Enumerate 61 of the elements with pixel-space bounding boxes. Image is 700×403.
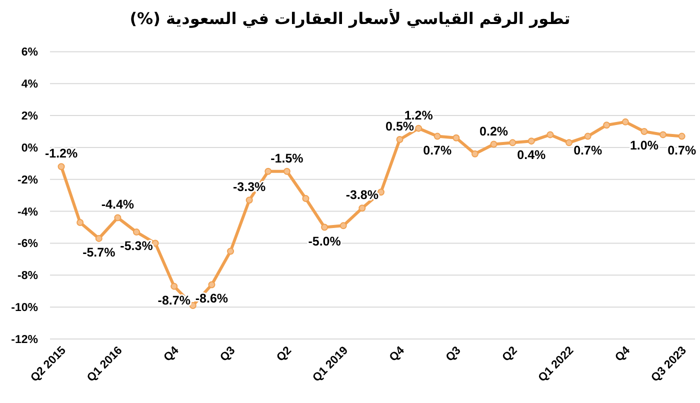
point — [678, 132, 686, 140]
point — [133, 228, 140, 236]
point — [396, 136, 404, 143]
data-label: 0.4% — [517, 148, 546, 162]
data-label: 0.2% — [480, 124, 508, 138]
data-label: 0.7% — [668, 143, 696, 158]
y-tick-label: -4% — [18, 206, 38, 218]
chart-title: تطور الرقم القياسي لأسعار العقارات في السعودية (%) — [130, 8, 570, 28]
point — [546, 131, 554, 138]
point — [622, 118, 629, 126]
data-label: 1.0% — [630, 138, 658, 153]
data-label: -5.3% — [120, 239, 153, 254]
x-tick-label: Q2 — [274, 344, 294, 364]
point — [415, 124, 422, 132]
data-label: -1.2% — [44, 146, 78, 161]
x-tick-label: Q4 — [613, 344, 633, 364]
point — [170, 282, 178, 290]
point — [640, 128, 648, 136]
point — [603, 122, 610, 129]
point — [660, 131, 667, 138]
point — [264, 168, 272, 175]
y-tick-label: 6% — [21, 46, 38, 59]
x-tick-label: Q3 — [444, 344, 464, 364]
point — [566, 139, 573, 146]
point — [528, 138, 535, 145]
point — [208, 281, 216, 288]
point — [246, 196, 253, 204]
x-tick-label: Q3 — [218, 344, 238, 364]
y-tick-label: 4% — [21, 78, 38, 91]
point — [76, 218, 84, 226]
y-tick-label: 2% — [21, 110, 38, 123]
point — [358, 204, 366, 212]
point — [283, 168, 290, 175]
data-label: -4.4% — [101, 198, 134, 212]
x-tick-label: Q2 — [500, 344, 520, 364]
y-tick-label: -8% — [18, 270, 38, 282]
x-tick-label: Q4 — [388, 344, 408, 364]
data-label: -5.7% — [82, 245, 116, 260]
point — [58, 163, 65, 170]
x-tick-label: Q4 — [162, 344, 182, 364]
y-tick-label: -2% — [18, 174, 38, 186]
point — [114, 214, 122, 222]
point — [321, 224, 328, 231]
y-tick-label: -6% — [18, 238, 38, 250]
point — [490, 140, 498, 148]
data-label: -1.5% — [270, 151, 304, 166]
data-label: 0.7% — [574, 143, 602, 158]
data-label: 0.7% — [423, 143, 452, 158]
y-tick-label: -12% — [11, 334, 38, 346]
point — [302, 195, 310, 202]
point — [471, 150, 478, 158]
point — [340, 222, 347, 230]
point — [95, 234, 102, 242]
point — [434, 132, 441, 140]
y-tick-label: 0% — [21, 142, 38, 154]
point — [227, 248, 234, 255]
data-label: -5.0% — [308, 234, 341, 248]
y-tick-label: -10% — [11, 302, 38, 314]
point — [584, 132, 592, 140]
point — [509, 139, 516, 146]
point — [452, 134, 460, 142]
